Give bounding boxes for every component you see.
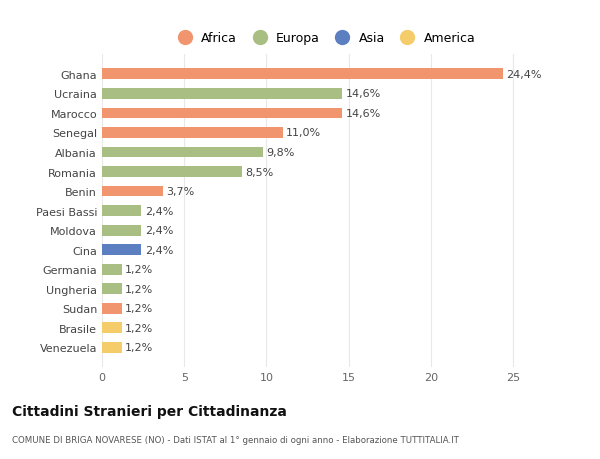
- Bar: [102, 225, 142, 236]
- Text: 2,4%: 2,4%: [145, 226, 173, 235]
- Text: 2,4%: 2,4%: [145, 245, 173, 255]
- Text: 9,8%: 9,8%: [266, 148, 295, 157]
- Bar: [102, 264, 122, 275]
- Bar: [102, 128, 283, 139]
- Bar: [102, 69, 503, 80]
- Text: 3,7%: 3,7%: [166, 187, 194, 196]
- Text: 24,4%: 24,4%: [506, 70, 542, 79]
- Text: 14,6%: 14,6%: [346, 109, 380, 118]
- Text: 14,6%: 14,6%: [346, 89, 380, 99]
- Text: Cittadini Stranieri per Cittadinanza: Cittadini Stranieri per Cittadinanza: [12, 404, 287, 419]
- Text: 1,2%: 1,2%: [125, 323, 153, 333]
- Text: 1,2%: 1,2%: [125, 304, 153, 313]
- Bar: [102, 342, 122, 353]
- Bar: [102, 147, 263, 158]
- Text: 8,5%: 8,5%: [245, 167, 274, 177]
- Text: 1,2%: 1,2%: [125, 284, 153, 294]
- Bar: [102, 284, 122, 295]
- Legend: Africa, Europa, Asia, America: Africa, Europa, Asia, America: [167, 27, 481, 50]
- Text: COMUNE DI BRIGA NOVARESE (NO) - Dati ISTAT al 1° gennaio di ogni anno - Elaboraz: COMUNE DI BRIGA NOVARESE (NO) - Dati IST…: [12, 435, 459, 443]
- Bar: [102, 108, 342, 119]
- Bar: [102, 89, 342, 100]
- Bar: [102, 186, 163, 197]
- Bar: [102, 303, 122, 314]
- Bar: [102, 245, 142, 256]
- Text: 1,2%: 1,2%: [125, 265, 153, 274]
- Bar: [102, 323, 122, 334]
- Text: 2,4%: 2,4%: [145, 206, 173, 216]
- Bar: [102, 206, 142, 217]
- Text: 11,0%: 11,0%: [286, 128, 322, 138]
- Bar: [102, 167, 242, 178]
- Text: 1,2%: 1,2%: [125, 343, 153, 353]
